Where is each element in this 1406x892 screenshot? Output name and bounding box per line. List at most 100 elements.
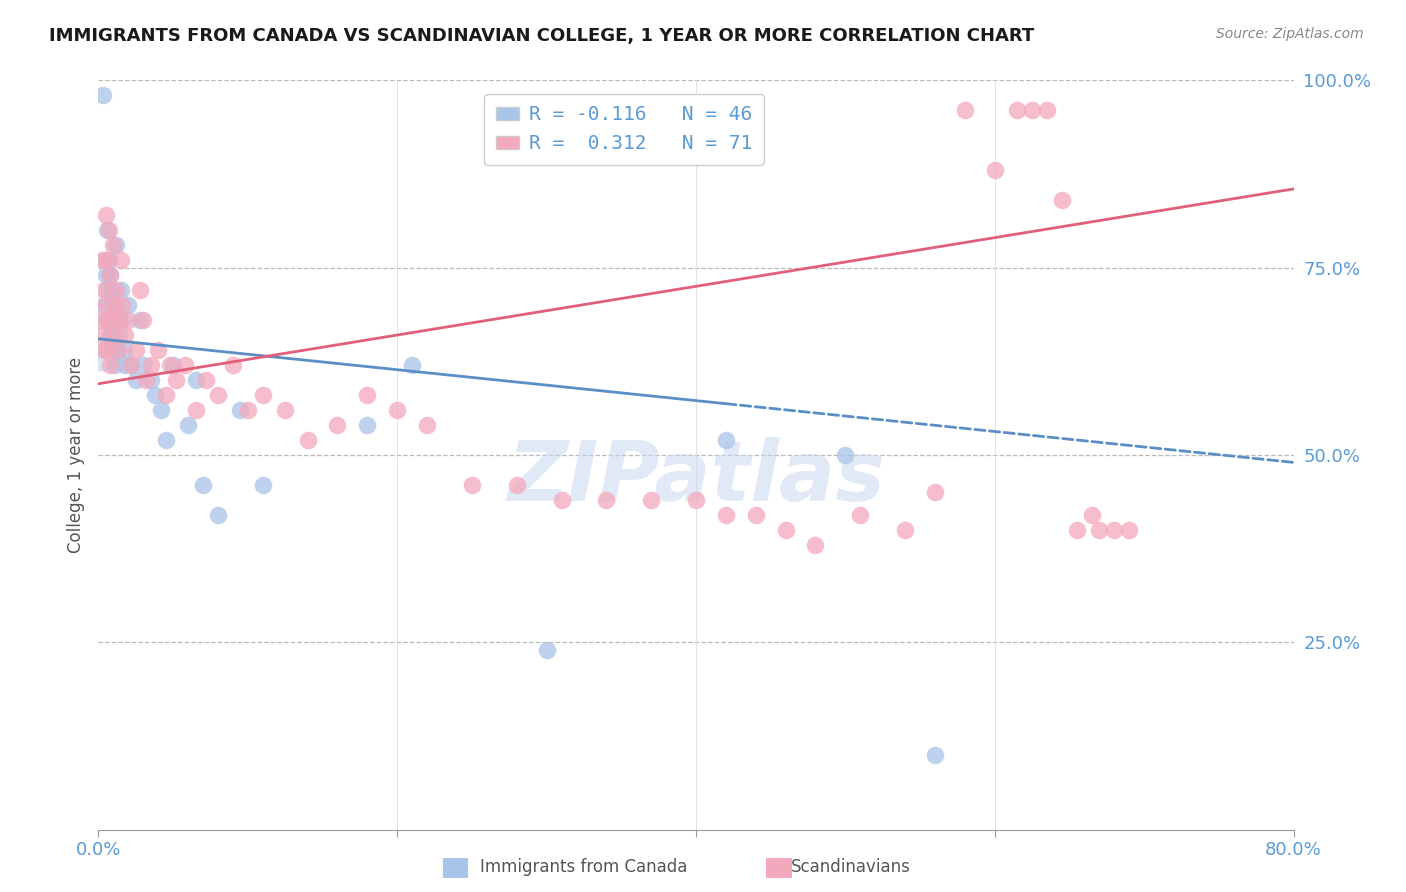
Point xyxy=(135,373,157,387)
Point xyxy=(640,492,662,507)
Point xyxy=(114,328,136,343)
Point xyxy=(120,358,142,372)
Point xyxy=(110,283,132,297)
Point xyxy=(222,358,245,372)
Point xyxy=(274,403,297,417)
Point xyxy=(252,388,274,402)
Text: IMMIGRANTS FROM CANADA VS SCANDINAVIAN COLLEGE, 1 YEAR OR MORE CORRELATION CHART: IMMIGRANTS FROM CANADA VS SCANDINAVIAN C… xyxy=(49,27,1035,45)
Point xyxy=(207,388,229,402)
Point xyxy=(129,283,152,297)
Point xyxy=(894,523,917,537)
Point xyxy=(416,417,439,432)
Point xyxy=(105,283,128,297)
Point xyxy=(108,328,131,343)
Point xyxy=(94,268,117,282)
Point xyxy=(94,313,117,327)
Point xyxy=(96,223,118,237)
Point xyxy=(356,417,378,432)
Point xyxy=(207,508,229,522)
Point xyxy=(93,253,115,268)
Point xyxy=(103,328,125,343)
Point xyxy=(229,403,252,417)
Point xyxy=(745,508,768,522)
Point xyxy=(96,283,118,297)
Point xyxy=(1088,523,1111,537)
Point xyxy=(550,492,572,507)
Point xyxy=(104,298,127,312)
Text: Immigrants from Canada: Immigrants from Canada xyxy=(479,858,688,876)
Point xyxy=(1066,523,1088,537)
Point xyxy=(139,373,162,387)
Point xyxy=(111,298,134,312)
Y-axis label: College, 1 year or more: College, 1 year or more xyxy=(66,357,84,553)
Point xyxy=(775,523,797,537)
Point xyxy=(103,328,125,343)
Point xyxy=(236,403,259,417)
Point xyxy=(461,478,484,492)
Point xyxy=(326,417,349,432)
Point xyxy=(297,433,319,447)
Point xyxy=(117,313,139,327)
Point xyxy=(93,343,115,357)
Point xyxy=(1021,103,1043,118)
Point xyxy=(120,358,142,372)
Point xyxy=(94,298,117,312)
Text: Source: ZipAtlas.com: Source: ZipAtlas.com xyxy=(1216,27,1364,41)
Point xyxy=(714,433,737,447)
Point xyxy=(98,358,122,372)
Point xyxy=(101,283,124,297)
Point xyxy=(174,358,197,372)
Point xyxy=(685,492,707,507)
Point xyxy=(103,298,125,312)
Text: Scandinavians: Scandinavians xyxy=(790,858,911,876)
Point xyxy=(924,747,946,762)
Point xyxy=(162,358,184,372)
Point xyxy=(96,253,118,268)
Point xyxy=(98,328,122,343)
Point xyxy=(91,328,114,343)
Point xyxy=(101,313,124,327)
Point xyxy=(159,358,181,372)
Point xyxy=(150,403,173,417)
Point xyxy=(139,358,162,372)
Point xyxy=(804,538,827,552)
Legend: R = -0.116   N = 46, R =  0.312   N = 71: R = -0.116 N = 46, R = 0.312 N = 71 xyxy=(485,94,763,165)
Point xyxy=(714,508,737,522)
Point xyxy=(117,298,139,312)
Point xyxy=(125,373,148,387)
Point xyxy=(97,223,120,237)
Point xyxy=(132,313,155,327)
Point xyxy=(107,343,129,357)
Point xyxy=(125,343,148,357)
Point xyxy=(1081,508,1104,522)
Point xyxy=(191,478,214,492)
Point xyxy=(91,88,114,103)
Point xyxy=(97,313,120,327)
Point xyxy=(1104,523,1126,537)
Point xyxy=(252,478,274,492)
Point xyxy=(148,343,170,357)
Point xyxy=(91,253,114,268)
Point xyxy=(506,478,529,492)
Point xyxy=(112,343,135,357)
Point xyxy=(195,373,218,387)
Point xyxy=(132,358,155,372)
Point xyxy=(94,208,117,222)
Point xyxy=(110,253,132,268)
Point xyxy=(104,313,127,327)
Point xyxy=(129,313,152,327)
Point xyxy=(103,238,125,252)
Point xyxy=(90,313,112,327)
Point xyxy=(97,313,120,327)
Point xyxy=(97,253,120,268)
Point xyxy=(107,343,129,357)
Point xyxy=(105,238,128,252)
Point xyxy=(1118,523,1140,537)
Point xyxy=(1005,103,1028,118)
Point xyxy=(184,403,207,417)
Point xyxy=(89,347,111,361)
Point xyxy=(177,417,200,432)
Point xyxy=(356,388,378,402)
Point xyxy=(155,433,177,447)
Point xyxy=(143,388,166,402)
